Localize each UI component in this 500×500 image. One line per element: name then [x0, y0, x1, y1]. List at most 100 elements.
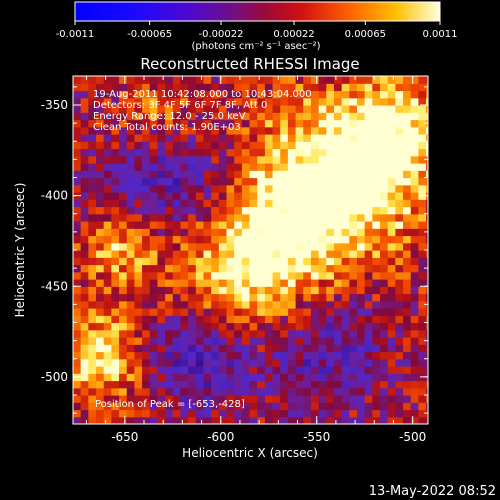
heatmap-cell — [303, 192, 312, 200]
heatmap-cell — [380, 351, 389, 360]
heatmap-cell — [203, 192, 212, 200]
heatmap-cell — [73, 141, 82, 150]
heatmap-cell — [80, 163, 89, 171]
heatmap-cell — [80, 373, 89, 382]
heatmap-cell — [103, 221, 112, 229]
heatmap-cell — [372, 308, 381, 316]
heatmap-cell — [310, 395, 320, 403]
heatmap-cell — [280, 279, 289, 287]
heatmap-cell — [142, 242, 151, 251]
heatmap-cell — [241, 351, 251, 360]
heatmap-cell — [80, 126, 89, 135]
heatmap-cell — [180, 366, 189, 374]
heatmap-cell — [188, 366, 197, 374]
heatmap-cell — [157, 337, 166, 345]
heatmap-cell — [364, 105, 373, 113]
heatmap-cell — [226, 199, 235, 208]
heatmap-cell — [287, 90, 297, 99]
heatmap-cell — [287, 184, 297, 193]
heatmap-cell — [257, 271, 266, 280]
heatmap-cell — [218, 257, 228, 266]
heatmap-cell — [218, 170, 228, 179]
heatmap-cell — [318, 83, 327, 92]
heatmap-cell — [372, 409, 381, 418]
heatmap-cell — [157, 395, 166, 403]
heatmap-cell — [111, 344, 120, 353]
heatmap-cell — [73, 242, 82, 251]
heatmap-cell — [80, 402, 89, 411]
heatmap-cell — [149, 308, 159, 316]
heatmap-cell — [372, 155, 381, 164]
heatmap-cell — [188, 416, 197, 424]
heatmap-cell — [111, 83, 120, 92]
heatmap-cell — [172, 155, 182, 164]
heatmap-cell — [303, 322, 312, 331]
heatmap-cell — [395, 358, 404, 367]
heatmap-cell — [287, 228, 297, 237]
heatmap-cell — [80, 242, 89, 251]
heatmap-cell — [111, 308, 120, 316]
heatmap-cell — [180, 97, 189, 106]
heatmap-cell — [257, 286, 266, 295]
heatmap-cell — [149, 250, 159, 258]
heatmap-cell — [341, 264, 350, 273]
heatmap-cell — [395, 315, 404, 324]
heatmap-cell — [395, 83, 404, 92]
heatmap-cell — [234, 163, 243, 171]
heatmap-cell — [257, 300, 266, 309]
heatmap-cell — [310, 112, 320, 121]
heatmap-cell — [310, 366, 320, 374]
heatmap-cell — [241, 76, 251, 84]
heatmap-cell — [111, 257, 120, 266]
heatmap-cell — [73, 250, 82, 258]
heatmap-cell — [357, 184, 366, 193]
heatmap-cell — [403, 409, 412, 418]
heatmap-cell — [96, 192, 105, 200]
x-tick-label: -650 — [111, 430, 138, 444]
heatmap-cell — [172, 163, 182, 171]
heatmap-cell — [103, 402, 112, 411]
heatmap-cell — [287, 416, 297, 424]
heatmap-cell — [134, 119, 143, 128]
heatmap-cell — [418, 315, 427, 324]
heatmap-cell — [157, 97, 166, 106]
heatmap-cell — [241, 119, 251, 128]
heatmap-cell — [96, 199, 105, 208]
heatmap-cell — [395, 293, 404, 302]
heatmap-cell — [111, 300, 120, 309]
heatmap-cell — [157, 286, 166, 295]
heatmap-cell — [372, 337, 381, 345]
heatmap-cell — [257, 126, 266, 135]
heatmap-cell — [264, 380, 274, 389]
heatmap-cell — [165, 155, 174, 164]
heatmap-cell — [203, 213, 212, 222]
heatmap-cell — [234, 213, 243, 222]
heatmap-cell — [218, 126, 228, 135]
heatmap-cell — [364, 148, 373, 157]
heatmap-cell — [264, 105, 274, 113]
heatmap-cell — [295, 97, 304, 106]
heatmap-cell — [195, 300, 205, 309]
heatmap-cell — [380, 242, 389, 251]
heatmap-cell — [341, 206, 350, 215]
heatmap-cell — [88, 344, 97, 353]
heatmap-cell — [157, 358, 166, 367]
heatmap-cell — [165, 344, 174, 353]
heatmap-cell — [211, 141, 220, 150]
heatmap-cell — [357, 112, 366, 121]
heatmap-cell — [180, 228, 189, 237]
heatmap-cell — [264, 206, 274, 215]
heatmap-cell — [111, 105, 120, 113]
heatmap-cell — [264, 271, 274, 280]
heatmap-cell — [226, 264, 235, 273]
heatmap-cell — [303, 83, 312, 92]
heatmap-cell — [426, 170, 428, 179]
heatmap-cell — [387, 242, 396, 251]
heatmap-cell — [264, 300, 274, 309]
heatmap-cell — [249, 170, 258, 179]
heatmap-cell — [410, 105, 420, 113]
heatmap-cell — [96, 221, 105, 229]
heatmap-cell — [103, 358, 112, 367]
heatmap-cell — [372, 250, 381, 258]
heatmap-cell — [249, 373, 258, 382]
